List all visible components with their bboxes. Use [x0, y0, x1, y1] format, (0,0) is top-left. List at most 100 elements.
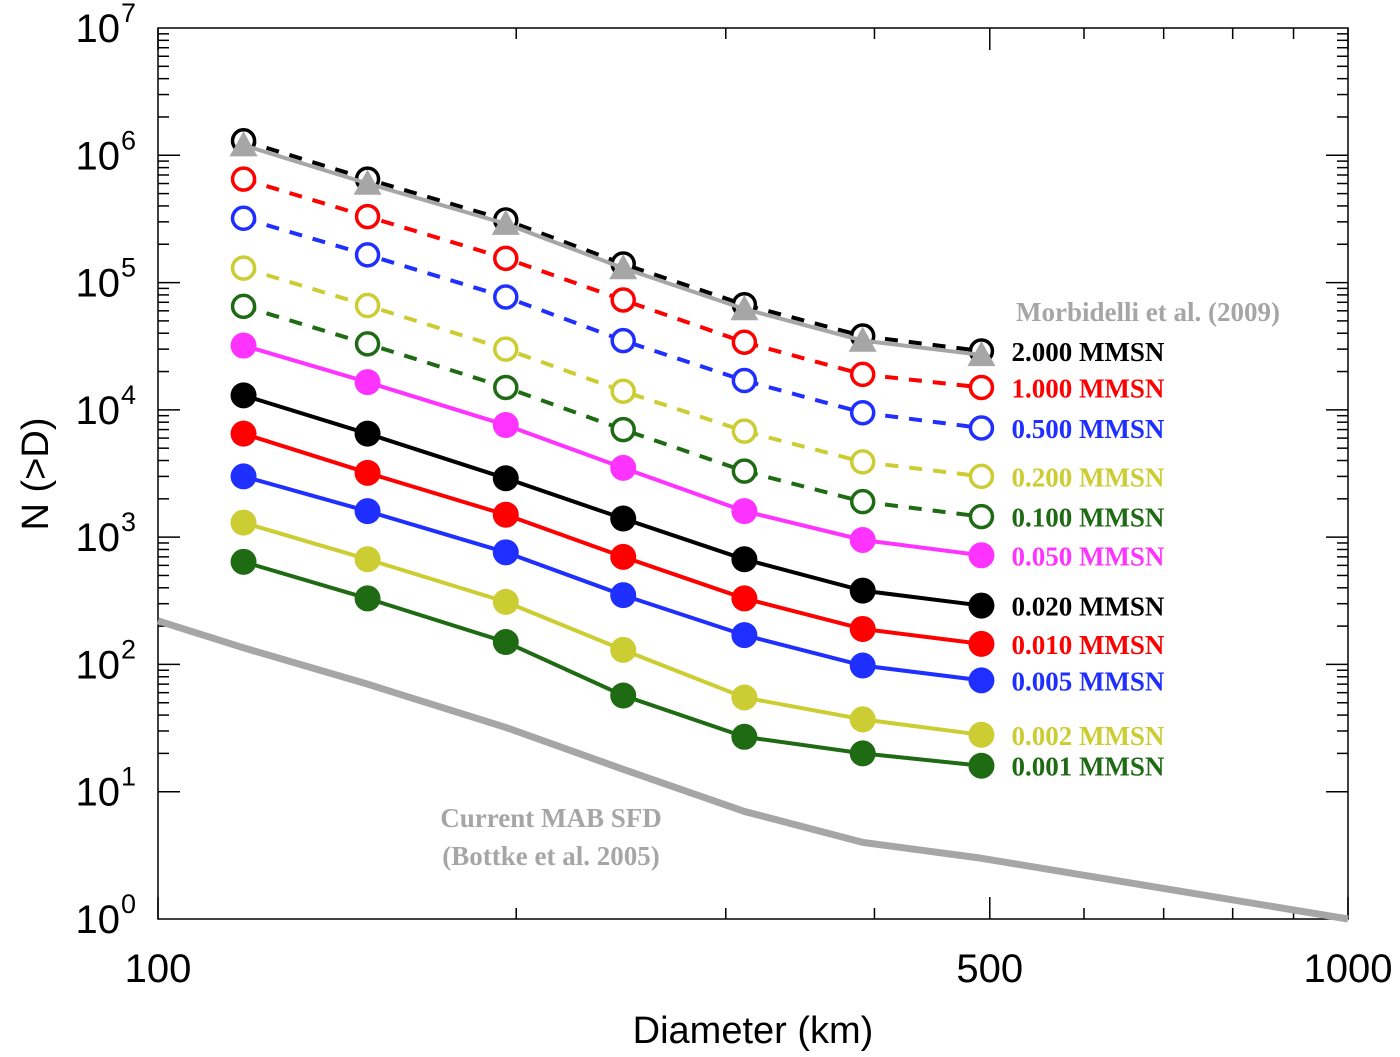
data-point	[610, 636, 637, 663]
series-0.001-mmsn	[230, 548, 995, 779]
morbidelli-marker	[609, 254, 638, 280]
x-axis-label: Diameter (km)	[633, 1010, 874, 1052]
y-tick-exponent: 5	[121, 253, 136, 283]
data-point	[849, 652, 876, 679]
data-point	[731, 684, 758, 711]
y-axis-label: N (>D)	[15, 418, 57, 531]
series-0.020-mmsn	[230, 382, 995, 619]
y-tick-label: 10	[76, 7, 121, 51]
y-tick-exponent: 6	[121, 125, 136, 155]
series-line	[242, 177, 982, 390]
data-point	[354, 585, 381, 612]
data-point	[731, 458, 758, 484]
y-tick-label: 10	[76, 643, 121, 687]
series-2.000-mmsn	[230, 128, 995, 364]
series-0.500-mmsn	[230, 205, 995, 441]
legend-label: 0.002 MMSN	[1011, 721, 1164, 751]
data-point	[610, 582, 637, 609]
morbidelli-marker	[848, 326, 877, 352]
data-point	[492, 539, 519, 566]
data-point	[610, 378, 636, 405]
data-point	[493, 374, 519, 401]
legend-label: 0.020 MMSN	[1011, 592, 1164, 622]
data-point	[849, 740, 876, 767]
legend-label: 0.001 MMSN	[1011, 752, 1164, 782]
data-point	[968, 592, 995, 619]
morbidelli-marker	[353, 169, 382, 195]
legend: 2.000 MMSN 1.000 MMSN 0.500 MMSN 0.200 MMSN…	[1011, 337, 1164, 782]
data-point	[354, 498, 381, 525]
data-point	[968, 503, 995, 530]
data-point	[230, 166, 257, 192]
data-point	[230, 332, 257, 359]
data-point	[492, 588, 519, 615]
morbidelli-marker	[229, 131, 258, 157]
legend-label: 0.050 MMSN	[1011, 541, 1164, 571]
data-point	[230, 548, 257, 575]
morbidelli-line	[242, 143, 982, 357]
morbidelli-marker	[730, 294, 759, 321]
data-point	[493, 245, 519, 272]
data-point	[230, 420, 257, 447]
morbidelli-marker	[967, 340, 996, 367]
data-point	[968, 630, 995, 657]
data-point	[849, 706, 876, 733]
y-tick-exponent: 7	[121, 0, 136, 28]
y-tick-exponent: 3	[121, 507, 136, 537]
morbidelli-annotation: Morbidelli et al. (2009)	[1016, 297, 1280, 327]
data-point	[610, 287, 636, 313]
data-point	[230, 293, 257, 320]
series-0.002-mmsn	[230, 509, 995, 748]
y-tick-exponent: 0	[121, 889, 136, 919]
curves	[156, 617, 1349, 923]
data-point	[731, 622, 758, 649]
data-point	[610, 327, 636, 354]
bottke-annotation-line1: Current MAB SFD	[440, 803, 661, 833]
data-point	[492, 629, 519, 656]
data-point	[493, 284, 519, 310]
y-tick-label: 10	[76, 771, 121, 815]
y-tick-exponent: 2	[121, 634, 136, 664]
data-point	[230, 255, 257, 281]
series-0.100-mmsn	[230, 293, 995, 530]
series-0.010-mmsn	[230, 420, 995, 657]
data-point	[230, 463, 257, 490]
x-tick-label: 1000	[1304, 947, 1393, 991]
data-point	[230, 205, 257, 232]
y-tick-label: 10	[76, 262, 121, 306]
data-point	[610, 416, 636, 443]
data-point	[354, 203, 381, 230]
data-point	[354, 369, 381, 396]
data-point	[849, 361, 876, 388]
data-point	[731, 367, 758, 394]
legend-label: 0.100 MMSN	[1011, 503, 1164, 533]
y-tick-exponent: 1	[121, 762, 136, 792]
data-point	[968, 415, 995, 441]
x-tick-label: 100	[125, 947, 192, 991]
data-point	[731, 723, 758, 750]
data-point	[492, 465, 519, 492]
data-point	[610, 543, 637, 570]
series-0.050-mmsn	[230, 332, 995, 569]
x-tick-label: 500	[956, 947, 1023, 991]
bottke-sfd-line	[156, 617, 1349, 923]
data-point	[968, 463, 995, 490]
series-group	[230, 128, 995, 779]
morbidelli-curve	[229, 131, 996, 367]
data-point	[230, 382, 257, 409]
data-point	[968, 667, 995, 694]
data-point	[731, 329, 758, 355]
data-point	[492, 412, 519, 439]
data-point	[731, 546, 758, 573]
data-point	[493, 336, 519, 362]
data-point	[849, 615, 876, 642]
data-point	[849, 526, 876, 553]
data-point	[968, 752, 995, 779]
data-point	[610, 682, 637, 709]
legend-label: 2.000 MMSN	[1011, 337, 1164, 367]
bottke-annotation-line2: (Bottke et al. 2005)	[442, 841, 659, 871]
data-point	[354, 459, 381, 486]
legend-label: 0.010 MMSN	[1011, 630, 1164, 660]
